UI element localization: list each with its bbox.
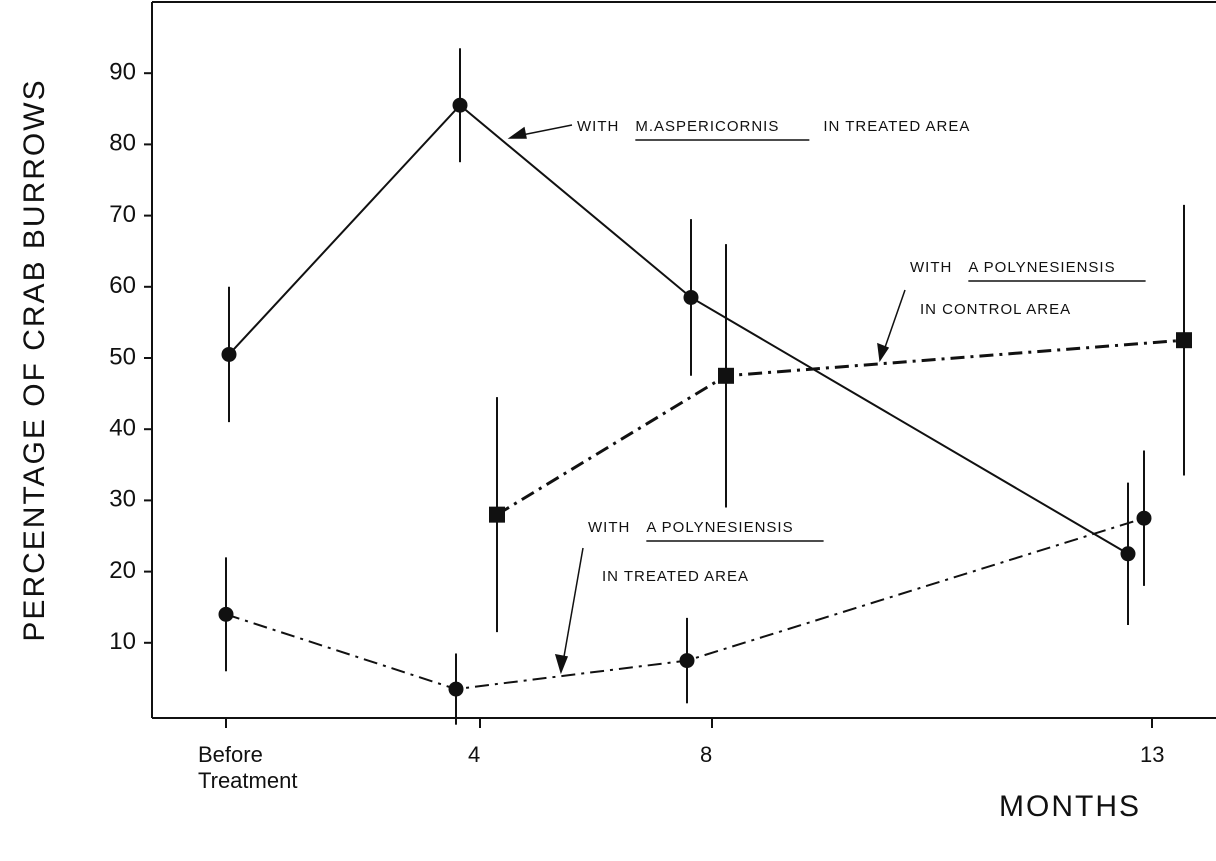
y-tick-label: 90 — [109, 59, 136, 86]
annotation: M.ASPERICORNIS — [635, 118, 779, 135]
annotation: A POLYNESIENSIS — [646, 519, 793, 536]
y-tick-label: 20 — [109, 557, 136, 584]
y-axis-label: PERCENTAGE OF CRAB BURROWS — [18, 78, 51, 641]
marker — [679, 653, 695, 669]
arrowhead — [554, 654, 569, 675]
marker — [1120, 546, 1136, 562]
annotation: IN TREATED AREA — [602, 568, 749, 585]
x-tick-label: 13 — [1140, 742, 1165, 767]
y-tick-label: 40 — [109, 415, 136, 442]
marker — [448, 681, 464, 697]
marker — [683, 289, 699, 305]
arrow — [561, 547, 584, 669]
marker — [218, 606, 234, 622]
marker — [1176, 332, 1192, 349]
annotation: WITH — [588, 519, 630, 536]
arrowhead — [507, 126, 527, 139]
y-tick-label: 60 — [109, 272, 136, 299]
series-line — [228, 103, 1129, 555]
x-tick-label: 4 — [468, 742, 481, 767]
marker — [489, 506, 505, 523]
annotation: A POLYNESIENSIS — [968, 259, 1115, 276]
annotation: IN CONTROL AREA — [920, 301, 1071, 318]
marker — [221, 346, 237, 362]
y-tick-label: 70 — [109, 201, 136, 228]
x-axis-label: MONTHS — [999, 790, 1141, 823]
y-tick-label: 50 — [109, 343, 136, 370]
annotation-arrows — [507, 124, 906, 675]
annotation: WITH — [577, 118, 619, 135]
arrow — [881, 289, 906, 357]
annotation: WITH — [910, 259, 952, 276]
series-line — [496, 338, 1185, 516]
y-tick-label: 80 — [109, 130, 136, 157]
annotation: IN TREATED AREA — [823, 118, 970, 135]
y-tick-label: 30 — [109, 486, 136, 513]
x-tick-label: 8 — [700, 742, 713, 767]
series-line — [225, 517, 1145, 691]
y-tick-label: 10 — [109, 628, 136, 655]
marker — [1136, 510, 1152, 526]
x-tick-label: Before Treatment — [198, 742, 298, 793]
arrowhead — [877, 342, 890, 363]
marker — [718, 367, 734, 384]
marker — [452, 97, 468, 113]
